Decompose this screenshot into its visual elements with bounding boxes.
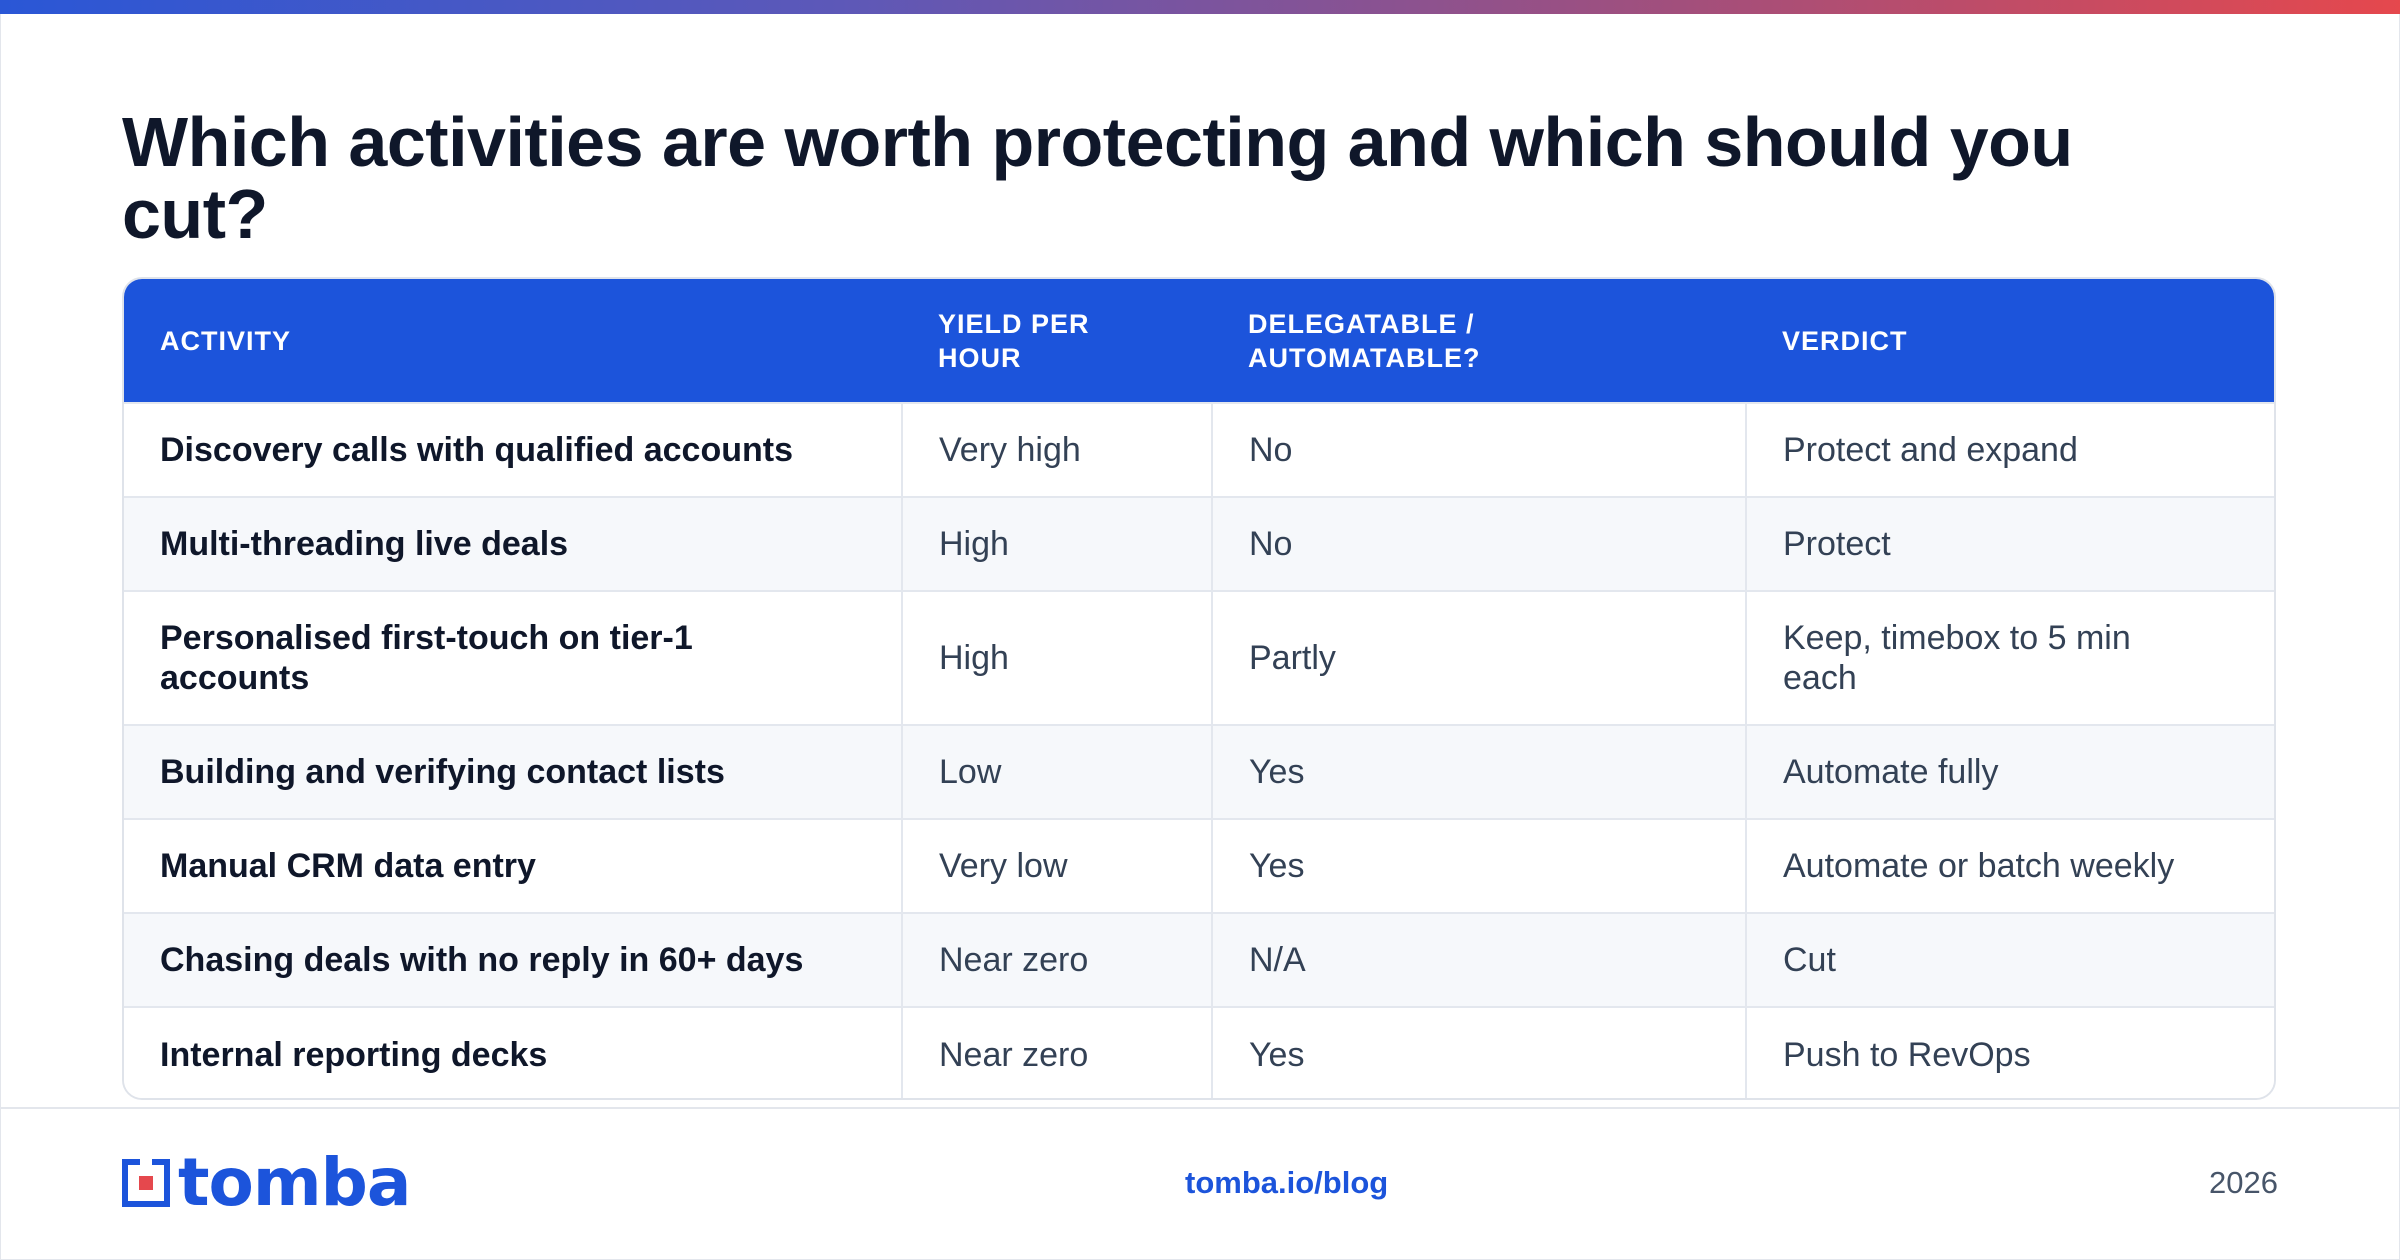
- header-yield: YIELD PER HOUR: [938, 308, 1090, 373]
- header-activity: ACTIVITY: [160, 325, 292, 356]
- cell-delegatable: No: [1211, 496, 1746, 591]
- table-row: Personalised first-touch on tier-1 accou…: [124, 590, 2274, 725]
- cell-delegatable: N/A: [1211, 912, 1746, 1007]
- tomba-logo-icon: [122, 1159, 170, 1207]
- cell-verdict: Keep, timebox to 5 min each: [1745, 590, 2274, 725]
- cell-verdict: Protect: [1745, 496, 2274, 591]
- table-row: Discovery calls with qualified accounts …: [124, 402, 2274, 497]
- cell-delegatable: No: [1211, 402, 1746, 497]
- cell-activity: Building and verifying contact lists: [124, 724, 902, 819]
- cell-yield: Very high: [901, 402, 1212, 497]
- table-row: Manual CRM data entry Very low Yes Autom…: [124, 818, 2274, 913]
- cell-activity: Internal reporting decks: [124, 1006, 902, 1098]
- cell-yield: High: [901, 590, 1212, 725]
- logo-wordmark: tomba: [178, 1144, 411, 1221]
- cell-activity: Manual CRM data entry: [124, 818, 902, 913]
- tomba-logo[interactable]: tomba: [122, 1144, 411, 1221]
- cell-verdict: Automate fully: [1745, 724, 2274, 819]
- cell-yield: Low: [901, 724, 1212, 819]
- table-header: ACTIVITY YIELD PER HOUR DELEGATABLE / AU…: [124, 279, 2274, 403]
- cell-yield: Near zero: [901, 1006, 1212, 1098]
- footer-divider: [0, 1107, 2400, 1109]
- cell-activity: Multi-threading live deals: [124, 496, 902, 591]
- activity-table: ACTIVITY YIELD PER HOUR DELEGATABLE / AU…: [122, 277, 2276, 1100]
- table-row: Building and verifying contact lists Low…: [124, 724, 2274, 819]
- cell-delegatable: Yes: [1211, 1006, 1746, 1098]
- cell-yield: Near zero: [901, 912, 1212, 1007]
- cell-activity: Chasing deals with no reply in 60+ days: [124, 912, 902, 1007]
- cell-delegatable: Yes: [1211, 724, 1746, 819]
- cell-delegatable: Partly: [1211, 590, 1746, 725]
- table-row: Multi-threading live deals High No Prote…: [124, 496, 2274, 591]
- header-verdict: VERDICT: [1782, 325, 1908, 356]
- footer-year: 2026: [2209, 1165, 2278, 1200]
- top-gradient-bar: [0, 0, 2400, 14]
- header-delegatable: DELEGATABLE / AUTOMATABLE?: [1248, 308, 1481, 373]
- cell-verdict: Push to RevOps: [1745, 1006, 2274, 1098]
- table-row: Chasing deals with no reply in 60+ days …: [124, 912, 2274, 1007]
- page-title: Which activities are worth protecting an…: [122, 103, 2073, 253]
- cell-verdict: Protect and expand: [1745, 402, 2274, 497]
- cell-yield: Very low: [901, 818, 1212, 913]
- cell-activity: Personalised first-touch on tier-1 accou…: [124, 590, 902, 725]
- cell-verdict: Automate or batch weekly: [1745, 818, 2274, 913]
- table-row: Internal reporting decks Near zero Yes P…: [124, 1006, 2274, 1098]
- cell-activity: Discovery calls with qualified accounts: [124, 402, 902, 497]
- cell-verdict: Cut: [1745, 912, 2274, 1007]
- cell-delegatable: Yes: [1211, 818, 1746, 913]
- blog-link[interactable]: tomba.io/blog: [1185, 1165, 1389, 1200]
- cell-yield: High: [901, 496, 1212, 591]
